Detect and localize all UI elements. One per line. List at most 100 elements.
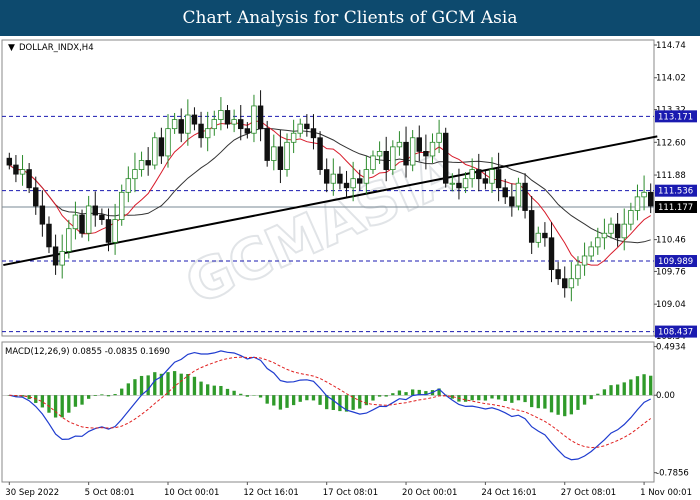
- price-tick-label: 109.76: [656, 267, 686, 277]
- candle-body: [290, 132, 297, 143]
- macd-histogram-bar: [225, 388, 230, 396]
- candle-body: [251, 105, 257, 134]
- price-pane-border: [1, 39, 655, 337]
- candle-body: [423, 150, 429, 157]
- candle-body: [601, 232, 608, 239]
- macd-histogram-bar: [186, 374, 190, 396]
- macd-histogram-bar: [93, 395, 97, 396]
- macd-histogram-bar: [622, 382, 626, 396]
- macd-histogram-bar: [351, 395, 355, 410]
- support-trendline: [3, 135, 658, 267]
- candle-body: [79, 214, 85, 234]
- candle-body: [59, 251, 65, 266]
- candle-body: [119, 191, 125, 221]
- macd-histogram-bar: [80, 395, 84, 405]
- candle-body: [158, 137, 165, 157]
- candle-body: [165, 128, 171, 157]
- macd-histogram-bar: [73, 395, 78, 407]
- candle-body: [383, 150, 389, 170]
- macd-histogram-bar: [377, 395, 382, 397]
- level-price-box: [655, 201, 697, 214]
- candle-body: [469, 169, 475, 180]
- macd-signal-line: [9, 356, 651, 449]
- macd-histogram-bar: [199, 381, 203, 396]
- candle-body: [522, 182, 528, 211]
- candle-body: [641, 191, 647, 198]
- macd-histogram-bar: [153, 372, 157, 396]
- macd-histogram-bar: [47, 395, 51, 413]
- macd-histogram-bar: [364, 395, 369, 406]
- candle-body: [26, 169, 32, 189]
- time-tick-label: 10 Oct 00:01: [164, 488, 219, 498]
- macd-histogram-bar: [424, 391, 428, 396]
- level-price-box: [655, 325, 697, 338]
- time-tick-label: 30 Sep 2022: [5, 488, 59, 498]
- candle-body: [297, 123, 303, 134]
- candle-body: [403, 141, 409, 166]
- candle-body: [125, 178, 132, 193]
- macd-histogram-bar: [60, 395, 64, 418]
- macd-histogram-bar: [530, 395, 534, 408]
- macd-histogram-bar: [404, 392, 408, 396]
- macd-histogram-bar: [344, 395, 349, 412]
- candle-body: [502, 187, 508, 198]
- macd-tick-label: 0.00: [656, 391, 675, 401]
- candle-body: [185, 114, 191, 134]
- candle-body: [409, 137, 416, 166]
- candle-body: [66, 228, 72, 252]
- candle-body: [528, 210, 535, 243]
- candle-body: [178, 119, 184, 134]
- macd-histogram-bar: [278, 395, 283, 410]
- candle-body: [310, 128, 317, 139]
- macd-histogram-bar: [549, 395, 554, 413]
- candle-body: [647, 191, 654, 207]
- macd-histogram-bar: [245, 395, 249, 397]
- macd-histogram-bar: [503, 395, 507, 402]
- candle-body: [19, 169, 26, 175]
- candle-body: [456, 182, 462, 189]
- candle-body: [509, 196, 515, 207]
- candle-body: [462, 178, 469, 189]
- time-tick-label: 20 Oct 00:01: [402, 488, 457, 498]
- candle-body: [52, 246, 59, 266]
- macd-histogram-bar: [602, 389, 607, 396]
- macd-histogram-bar: [536, 395, 540, 409]
- candle-body: [132, 169, 138, 180]
- candle-body: [581, 255, 588, 266]
- macd-histogram-bar: [615, 384, 620, 396]
- candle-body: [277, 146, 284, 170]
- time-tick-label: 17 Oct 08:01: [323, 488, 378, 498]
- candle-body: [191, 114, 198, 125]
- candle-body: [323, 169, 330, 184]
- macd-histogram-bar: [265, 395, 269, 404]
- macd-line: [9, 350, 651, 461]
- macd-histogram-bar: [411, 389, 415, 396]
- candle-body: [39, 205, 46, 225]
- price-tick-label: 110.46: [656, 236, 686, 246]
- macd-histogram-bar: [609, 385, 613, 396]
- level-price-box: [655, 110, 697, 123]
- candle-body: [575, 264, 581, 280]
- symbol-label: DOLLAR_INDX,H4: [19, 43, 94, 53]
- candle-body: [555, 269, 561, 280]
- macd-histogram-bar: [219, 385, 223, 396]
- macd-histogram-bar: [397, 390, 402, 396]
- candle-body: [105, 219, 112, 243]
- macd-histogram-bar: [384, 395, 388, 397]
- candle-body: [152, 137, 158, 166]
- time-tick-label: 24 Oct 16:01: [481, 488, 536, 498]
- candle-body: [198, 123, 204, 139]
- time-tick-label: 5 Oct 08:01: [85, 488, 135, 498]
- level-price-box: [655, 255, 697, 268]
- candle-body: [224, 110, 231, 125]
- candle-body: [621, 223, 627, 239]
- candle-body: [264, 128, 270, 161]
- candle-body: [72, 214, 79, 230]
- ma-slow-line: [9, 127, 651, 244]
- macd-histogram-bar: [576, 395, 580, 410]
- macd-histogram-bar: [133, 379, 137, 396]
- candle-body: [92, 205, 98, 216]
- macd-histogram-bar: [589, 395, 593, 400]
- candle-body: [588, 246, 594, 257]
- price-chart[interactable]: GCMASIA▼DOLLAR_INDX,H4114.74114.02113.32…: [0, 36, 700, 500]
